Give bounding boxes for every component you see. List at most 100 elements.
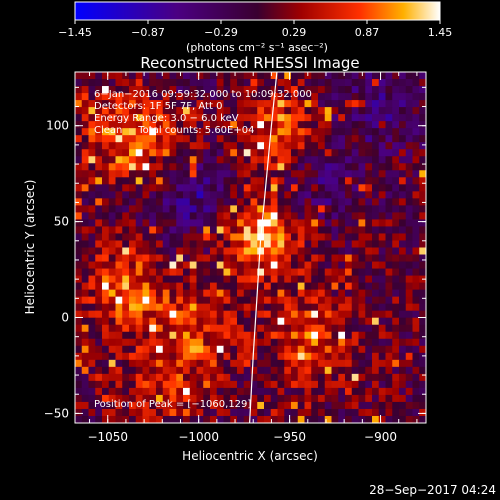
- heatmap-cell: [162, 191, 170, 199]
- heatmap-cell: [291, 142, 299, 150]
- heatmap-cell: [135, 219, 143, 227]
- heatmap-cell: [142, 380, 150, 389]
- heatmap-cell: [135, 324, 143, 333]
- heatmap-cell: [237, 261, 245, 269]
- heatmap-cell: [372, 282, 380, 291]
- heatmap-cell: [203, 289, 211, 298]
- heatmap-cell: [284, 338, 292, 347]
- heatmap-cell: [250, 198, 258, 206]
- heatmap-cell: [257, 394, 265, 403]
- heatmap-cell: [257, 72, 265, 80]
- heatmap-cell: [250, 247, 258, 255]
- heatmap-cell: [257, 366, 265, 375]
- heatmap-cell: [378, 191, 386, 199]
- heatmap-cell: [250, 149, 258, 157]
- heatmap-cell: [176, 345, 184, 354]
- heatmap-cell: [345, 387, 353, 396]
- heatmap-cell: [318, 366, 326, 375]
- heatmap-cell: [135, 114, 143, 122]
- heatmap-cell: [399, 93, 407, 101]
- heatmap-cell: [142, 79, 150, 87]
- heatmap-cell: [88, 93, 96, 101]
- heatmap-cell: [230, 205, 238, 213]
- heatmap-cell: [372, 198, 380, 206]
- heatmap-cell: [318, 72, 326, 80]
- heatmap-cell: [419, 114, 426, 122]
- heatmap-cell: [88, 184, 96, 192]
- heatmap-cell: [385, 156, 393, 164]
- heatmap-cell: [135, 387, 143, 396]
- heatmap-cell: [203, 310, 211, 319]
- heatmap-cell: [284, 387, 292, 396]
- heatmap-cell: [264, 135, 272, 143]
- heatmap-cell: [129, 415, 137, 423]
- heatmap-cell: [419, 107, 426, 115]
- heatmap-cell: [405, 198, 413, 206]
- heatmap-cell: [318, 352, 326, 361]
- heatmap-cell: [372, 387, 380, 396]
- heatmap-cell: [351, 408, 359, 417]
- heatmap-cell: [405, 149, 413, 157]
- heatmap-cell: [169, 128, 177, 136]
- heatmap-cell: [270, 310, 278, 319]
- heatmap-cell: [351, 198, 359, 206]
- heatmap-cell: [264, 142, 272, 150]
- heatmap-cell: [324, 149, 332, 157]
- heatmap-cell: [365, 303, 373, 312]
- heatmap-cell: [372, 240, 380, 248]
- heatmap-cell: [81, 415, 89, 423]
- heatmap-cell: [223, 107, 231, 115]
- heatmap-cell: [81, 289, 89, 298]
- heatmap-cell: [115, 254, 123, 262]
- heatmap-cell: [405, 72, 413, 80]
- heatmap-cell: [108, 324, 116, 333]
- heatmap-cell: [264, 100, 272, 108]
- heatmap-cell: [351, 170, 359, 178]
- heatmap-cell: [277, 345, 285, 354]
- heatmap-cell: [358, 324, 366, 333]
- heatmap-cell: [419, 86, 426, 94]
- heatmap-cell: [297, 359, 305, 368]
- heatmap-cell: [291, 114, 299, 122]
- heatmap-cell: [257, 212, 265, 220]
- heatmap-cell: [331, 415, 339, 423]
- heatmap-cell: [122, 345, 130, 354]
- heatmap-cell: [237, 289, 245, 298]
- heatmap-cell: [392, 380, 400, 389]
- heatmap-cell: [331, 331, 339, 340]
- heatmap-cell: [189, 352, 197, 361]
- heatmap-cell: [183, 93, 191, 101]
- heatmap-cell: [291, 177, 299, 185]
- heatmap-cell: [324, 177, 332, 185]
- heatmap-cell: [264, 415, 272, 423]
- heatmap-cell: [338, 121, 346, 129]
- heatmap-cell: [331, 380, 339, 389]
- heatmap-cell: [358, 212, 366, 220]
- heatmap-cell: [378, 380, 386, 389]
- heatmap-cell: [108, 289, 116, 298]
- heatmap-cell: [311, 394, 319, 403]
- heatmap-cell: [257, 275, 265, 283]
- heatmap-cell: [129, 93, 137, 101]
- heatmap-cell: [345, 282, 353, 291]
- heatmap-cell: [230, 303, 238, 312]
- heatmap-cell: [392, 226, 400, 234]
- heatmap-cell: [196, 380, 204, 389]
- heatmap-cell: [257, 254, 265, 262]
- heatmap-cell: [358, 205, 366, 213]
- heatmap-cell: [311, 275, 319, 283]
- heatmap-cell: [399, 142, 407, 150]
- heatmap-cell: [88, 121, 96, 129]
- heatmap-cell: [365, 191, 373, 199]
- heatmap-cell: [372, 93, 380, 101]
- heatmap-cell: [156, 261, 164, 269]
- heatmap-cell: [176, 415, 184, 423]
- heatmap-cell: [405, 401, 413, 410]
- heatmap-cell: [358, 408, 366, 417]
- heatmap-cell: [392, 275, 400, 283]
- heatmap-cell: [95, 401, 103, 410]
- heatmap-cell: [270, 163, 278, 171]
- heatmap-cell: [311, 408, 319, 417]
- heatmap-cell: [216, 310, 224, 319]
- heatmap-cell: [216, 394, 224, 403]
